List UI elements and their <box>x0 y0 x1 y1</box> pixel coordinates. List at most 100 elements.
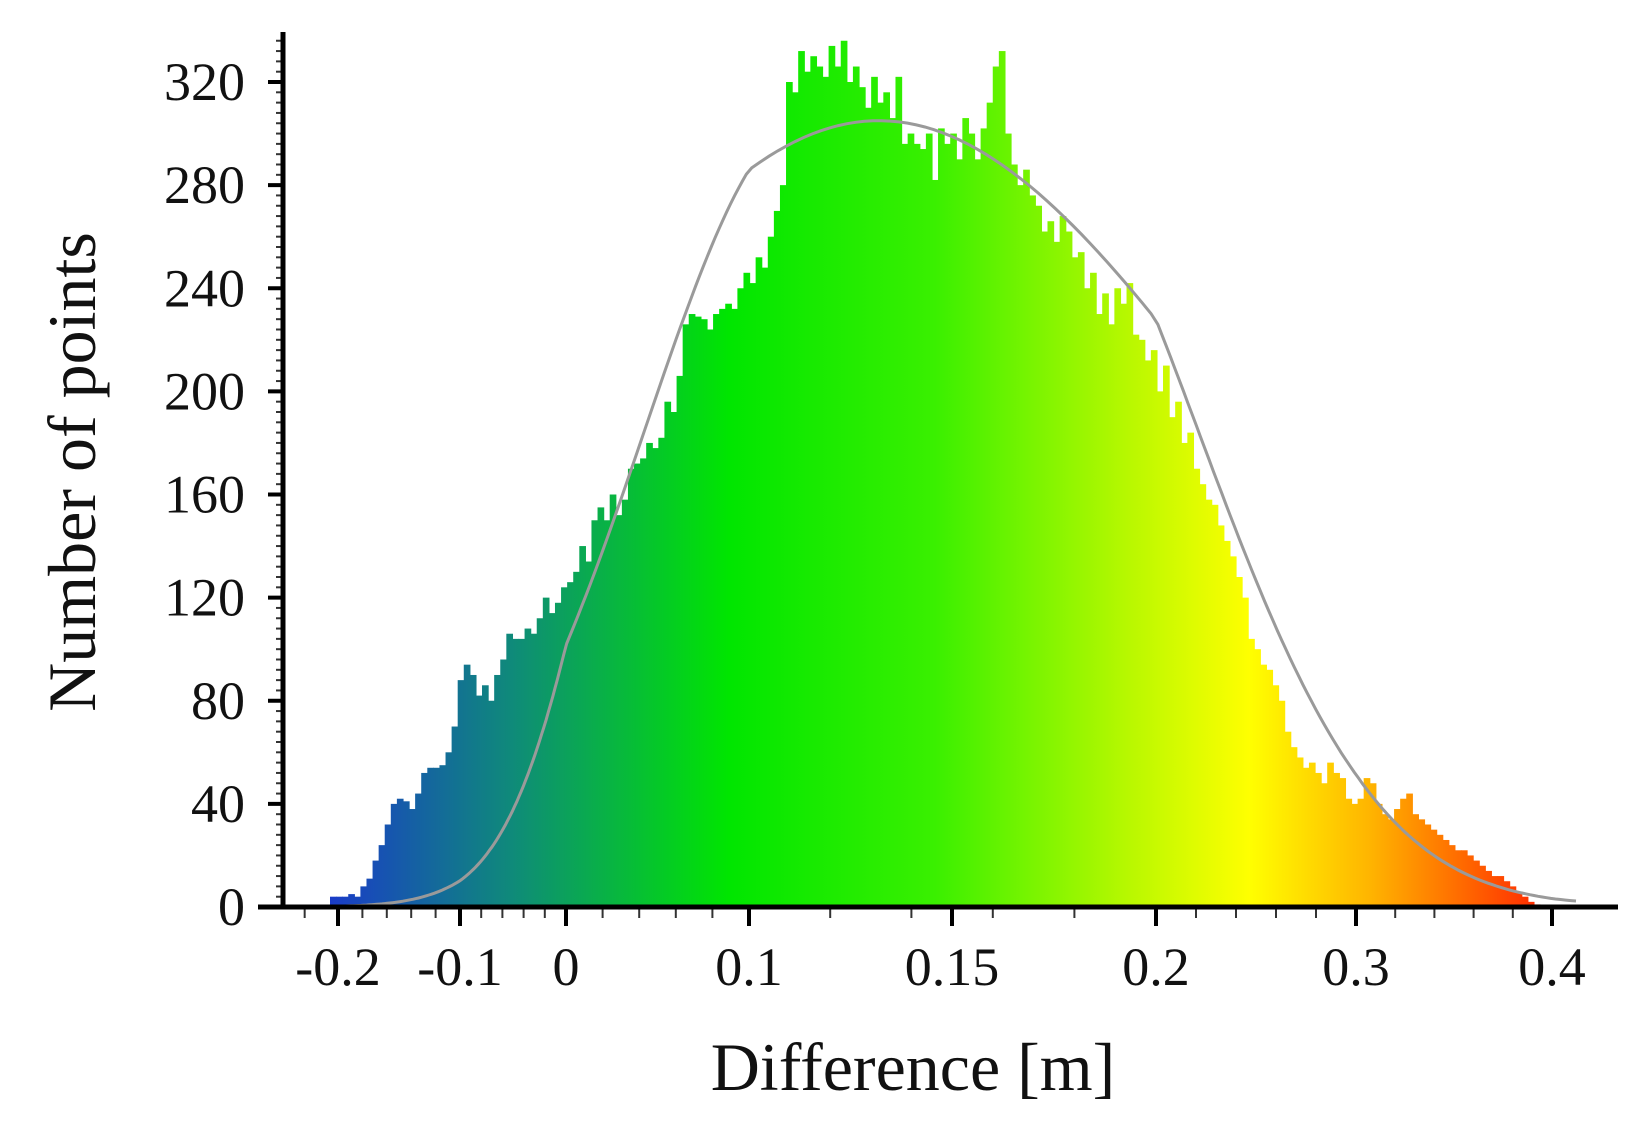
histogram-bar <box>1077 252 1085 907</box>
histogram-bar <box>1394 809 1401 907</box>
histogram-bar <box>1448 845 1456 908</box>
histogram-bar <box>974 159 982 908</box>
histogram-bar <box>1321 783 1328 907</box>
histogram-bar <box>421 772 428 907</box>
histogram-bar <box>463 664 471 907</box>
histogram-bar <box>688 314 696 907</box>
histogram-bar <box>1339 778 1347 907</box>
histogram-bar <box>1229 556 1237 908</box>
histogram-bar <box>402 801 410 907</box>
histogram-bar <box>342 896 349 907</box>
histogram-bar <box>907 133 915 907</box>
histogram-bar <box>1509 886 1517 908</box>
histogram-bar <box>542 597 550 908</box>
gaussian-fit-curve <box>288 119 1577 909</box>
histogram-bar <box>427 767 434 907</box>
histogram-bar <box>433 767 441 907</box>
histogram-bar <box>1169 417 1176 907</box>
histogram-bar <box>506 633 514 907</box>
histogram-bar <box>348 894 355 907</box>
histogram-bar <box>609 494 617 907</box>
histogram-bar <box>1521 896 1529 907</box>
histogram-bar <box>931 179 939 908</box>
histogram-bar <box>330 896 337 907</box>
histogram-bar <box>1418 819 1426 907</box>
histogram-bar <box>840 40 848 907</box>
histogram-bar <box>1387 819 1395 907</box>
y-tick-label: 40 <box>191 774 245 834</box>
histogram-bar <box>1023 169 1030 907</box>
histogram-bar <box>1363 778 1371 907</box>
histogram-bar <box>883 92 890 907</box>
histogram-bar <box>761 267 769 908</box>
histogram-bar <box>390 803 398 908</box>
histogram-bar <box>968 133 976 907</box>
histogram-bar <box>1053 241 1061 908</box>
histogram-bar <box>1278 700 1286 907</box>
histogram-bar <box>816 66 824 907</box>
y-axis-ticks: 0 40 80 120 160 200 240 280 320 <box>164 52 283 937</box>
histogram-bar <box>706 329 714 907</box>
y-axis-title: Number of points <box>34 232 110 712</box>
histogram-bar <box>561 587 568 907</box>
histogram-bar <box>336 896 343 907</box>
histogram-bar <box>1199 484 1207 907</box>
histogram-bar <box>451 726 459 907</box>
histogram-bar <box>1126 283 1134 908</box>
histogram-bar <box>1096 314 1103 907</box>
histogram-bar <box>482 685 489 907</box>
histogram-bar <box>1436 834 1444 907</box>
histogram-bar <box>1235 577 1243 907</box>
histogram-bar <box>1029 195 1036 907</box>
histogram-bar <box>500 659 507 907</box>
histogram-bar <box>1296 757 1304 907</box>
histogram-bar <box>1017 185 1024 908</box>
histogram-bar <box>579 546 586 907</box>
histogram-bar <box>986 102 994 908</box>
histogram-bar <box>1406 793 1413 907</box>
histogram-bar <box>755 257 763 907</box>
histogram-bar <box>475 695 483 907</box>
histogram-bar <box>773 210 781 907</box>
histogram-bar <box>1460 850 1468 907</box>
histogram-bar <box>469 674 477 907</box>
histogram-bar <box>1248 638 1255 908</box>
histogram-bar <box>919 149 927 907</box>
histogram-bar <box>664 401 672 907</box>
histogram-bar <box>1120 303 1128 908</box>
x-tick-label: 0.2 <box>1122 937 1190 997</box>
histogram-bar <box>1193 468 1201 907</box>
histogram-bar <box>670 412 678 907</box>
histogram-bar <box>354 896 361 907</box>
y-tick-label: 240 <box>164 258 245 318</box>
histogram-bar <box>1083 288 1091 907</box>
histogram-bar <box>889 118 897 908</box>
histogram-bar <box>1144 360 1152 907</box>
x-tick-label: 0 <box>553 937 580 997</box>
histogram-bar <box>1035 205 1043 907</box>
histogram-bar <box>439 765 447 907</box>
histogram-bar <box>895 76 903 908</box>
histogram-bar <box>585 561 593 907</box>
histogram-bar <box>1430 829 1438 907</box>
histogram-bar <box>962 118 970 908</box>
histogram-bar <box>871 76 878 908</box>
histogram-bar <box>378 845 386 908</box>
histogram-bar <box>682 324 690 908</box>
histogram-bar <box>798 51 805 908</box>
histogram-bar <box>1400 798 1407 907</box>
histogram-bar <box>634 463 641 907</box>
histogram-bar <box>779 185 787 908</box>
histogram-bar <box>640 458 647 907</box>
histogram-bar <box>1090 272 1097 907</box>
histogram-bar <box>591 520 599 907</box>
histogram-bar <box>834 66 842 907</box>
histogram-bar <box>1138 339 1146 907</box>
histogram-bar <box>1150 350 1158 908</box>
y-tick-label: 0 <box>218 877 245 937</box>
histogram-bar <box>621 499 629 907</box>
histogram-bar <box>627 468 635 907</box>
histogram-bar <box>1242 597 1249 908</box>
x-axis-ticks: -0.2 -0.1 0 0.1 0.15 0.2 0.3 0.4 <box>295 907 1586 997</box>
histogram-bar <box>536 618 544 907</box>
